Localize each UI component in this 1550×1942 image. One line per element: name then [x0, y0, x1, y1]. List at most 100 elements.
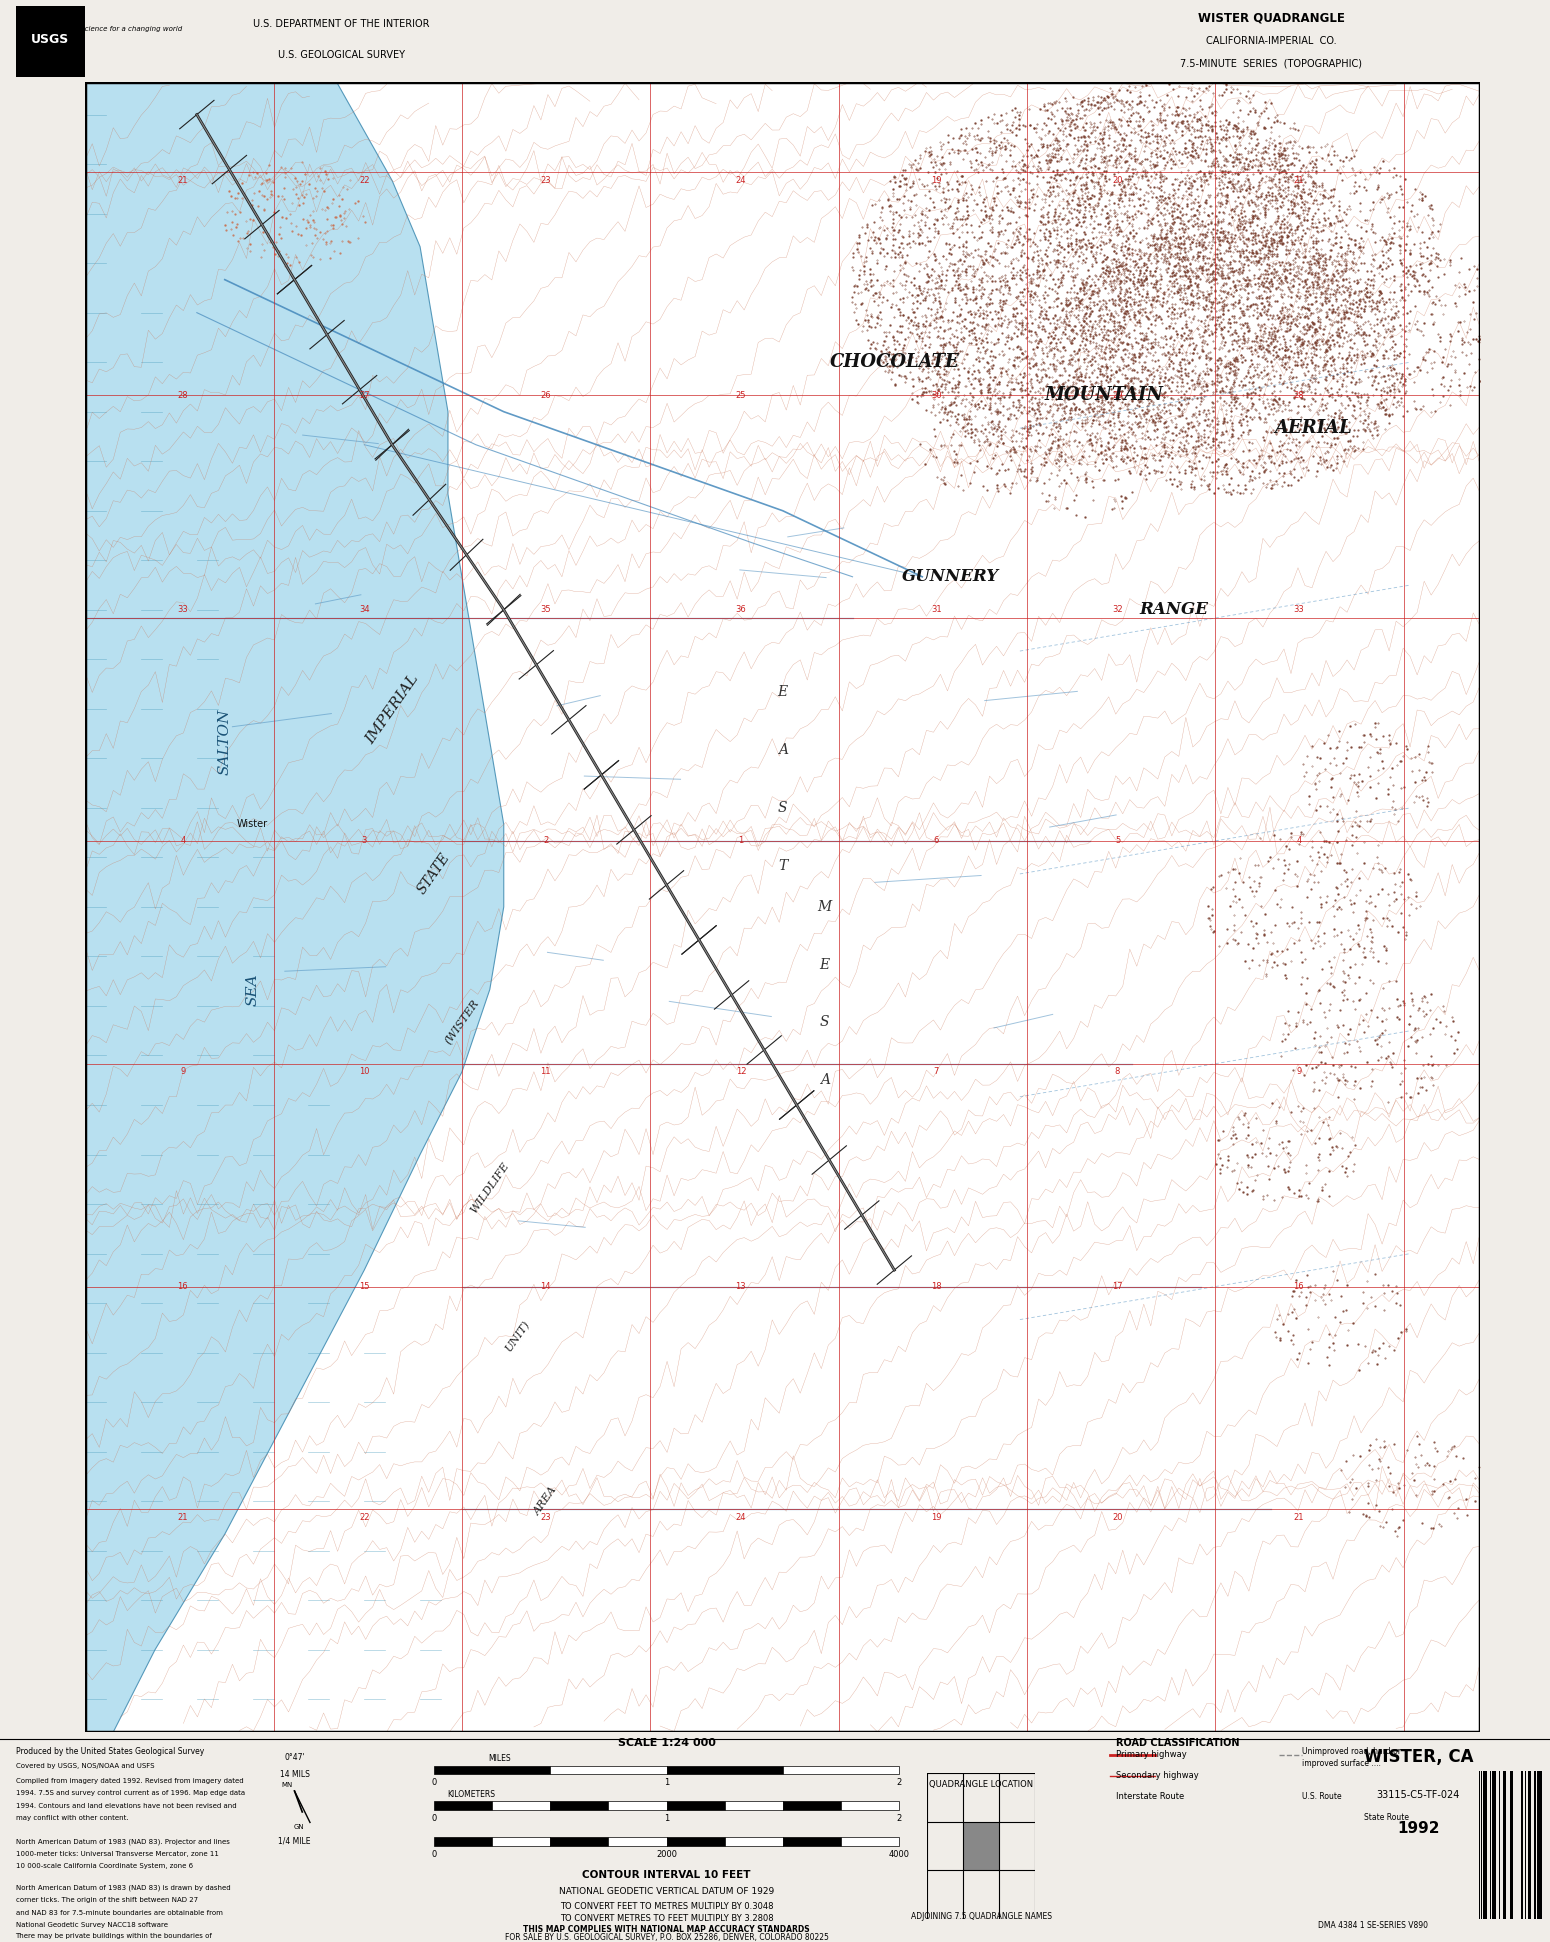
Text: 19: 19 — [932, 177, 941, 184]
Text: 1992: 1992 — [1397, 1822, 1440, 1837]
Text: 22: 22 — [360, 177, 369, 184]
Text: 2: 2 — [896, 1814, 902, 1824]
Text: 31: 31 — [932, 606, 941, 614]
Text: SCALE 1:24 000: SCALE 1:24 000 — [617, 1738, 716, 1748]
Text: Wister: Wister — [237, 820, 268, 829]
Text: ROAD CLASSIFICATION: ROAD CLASSIFICATION — [1116, 1738, 1240, 1748]
Text: TO CONVERT FEET TO METRES MULTIPLY BY 0.3048: TO CONVERT FEET TO METRES MULTIPLY BY 0.… — [560, 1901, 773, 1911]
Polygon shape — [85, 82, 504, 1732]
Bar — [1510, 1771, 1513, 1919]
Bar — [725, 1837, 783, 1845]
Text: 33: 33 — [178, 606, 188, 614]
Bar — [1491, 1771, 1494, 1919]
Bar — [1482, 1771, 1485, 1919]
Text: 2: 2 — [896, 1779, 902, 1787]
Bar — [1538, 1771, 1539, 1919]
Text: 17: 17 — [1113, 1282, 1122, 1291]
Text: 2000: 2000 — [656, 1849, 677, 1858]
Text: 28: 28 — [178, 390, 188, 400]
Text: 1: 1 — [663, 1814, 670, 1824]
Text: E: E — [778, 686, 787, 699]
Text: STATE: STATE — [415, 851, 453, 897]
Bar — [1531, 1771, 1533, 1919]
Text: 25: 25 — [736, 390, 746, 400]
Text: 7.5-MINUTE  SERIES  (TOPOGRAPHIC): 7.5-MINUTE SERIES (TOPOGRAPHIC) — [1180, 58, 1362, 68]
Text: (WISTER: (WISTER — [443, 998, 480, 1047]
Bar — [493, 1837, 550, 1845]
Text: Compiled from imagery dated 1992. Revised from imagery dated: Compiled from imagery dated 1992. Revise… — [16, 1777, 243, 1783]
Bar — [725, 1802, 783, 1810]
Text: 15: 15 — [360, 1282, 369, 1291]
Text: 20: 20 — [1113, 177, 1122, 184]
Bar — [1528, 1771, 1530, 1919]
Text: 13: 13 — [736, 1282, 746, 1291]
Text: CONTOUR INTERVAL 10 FEET: CONTOUR INTERVAL 10 FEET — [583, 1870, 750, 1880]
Text: MN: MN — [281, 1781, 293, 1789]
Text: 9: 9 — [180, 1068, 186, 1076]
Text: science for a changing world: science for a changing world — [81, 25, 183, 31]
Text: A: A — [778, 744, 787, 757]
Text: 24: 24 — [736, 1513, 746, 1523]
Text: State Route: State Route — [1364, 1814, 1409, 1822]
Text: 0: 0 — [431, 1814, 437, 1824]
Text: MILES: MILES — [488, 1754, 512, 1763]
Text: KILOMETERS: KILOMETERS — [446, 1791, 494, 1798]
Bar — [1496, 1771, 1499, 1919]
Text: S: S — [820, 1016, 829, 1029]
Text: 32: 32 — [1113, 606, 1122, 614]
Text: 1000-meter ticks: Universal Transverse Mercator, zone 11: 1000-meter ticks: Universal Transverse M… — [16, 1851, 219, 1857]
Bar — [783, 1837, 840, 1845]
Text: 10: 10 — [360, 1068, 369, 1076]
Text: 36: 36 — [736, 606, 746, 614]
Text: NATIONAL GEODETIC VERTICAL DATUM OF 1929: NATIONAL GEODETIC VERTICAL DATUM OF 1929 — [560, 1888, 773, 1895]
Text: 10 000-scale California Coordinate System, zone 6: 10 000-scale California Coordinate Syste… — [16, 1864, 192, 1870]
Text: 0: 0 — [431, 1849, 437, 1858]
Text: 28: 28 — [1294, 390, 1304, 400]
Bar — [608, 1802, 666, 1810]
Text: Interstate Route: Interstate Route — [1116, 1792, 1184, 1802]
Text: M: M — [817, 899, 832, 915]
Text: QUADRANGLE LOCATION: QUADRANGLE LOCATION — [928, 1781, 1034, 1789]
Text: 21: 21 — [178, 1513, 188, 1523]
Text: North American Datum of 1983 (NAD 83). Projector and lines: North American Datum of 1983 (NAD 83). P… — [16, 1837, 229, 1845]
Bar — [608, 1837, 666, 1845]
Text: 14: 14 — [541, 1282, 550, 1291]
Text: IMPERIAL: IMPERIAL — [363, 672, 422, 746]
Text: 0°47': 0°47' — [284, 1754, 305, 1761]
Text: 11: 11 — [541, 1068, 550, 1076]
Text: 21: 21 — [1294, 1513, 1304, 1523]
Bar — [1519, 1771, 1521, 1919]
Text: WILDLIFE: WILDLIFE — [468, 1159, 512, 1216]
Text: CALIFORNIA-IMPERIAL  CO.: CALIFORNIA-IMPERIAL CO. — [1206, 35, 1336, 47]
Text: S: S — [778, 800, 787, 816]
Text: corner ticks. The origin of the shift between NAD 27: corner ticks. The origin of the shift be… — [16, 1897, 198, 1903]
Text: Covered by USGS, NOS/NOAA and USFS: Covered by USGS, NOS/NOAA and USFS — [16, 1763, 153, 1769]
Text: 3: 3 — [361, 837, 367, 845]
Text: There may be private buildings within the boundaries of: There may be private buildings within th… — [16, 1932, 212, 1938]
Text: U.S. Route: U.S. Route — [1302, 1792, 1342, 1802]
Bar — [1516, 1771, 1519, 1919]
Text: 8: 8 — [1114, 1068, 1121, 1076]
Text: 23: 23 — [541, 177, 550, 184]
Text: GN: GN — [294, 1824, 304, 1829]
Bar — [16, 6, 85, 78]
Text: 2: 2 — [542, 837, 549, 845]
Text: 30: 30 — [932, 390, 941, 400]
Text: U.S. GEOLOGICAL SURVEY: U.S. GEOLOGICAL SURVEY — [277, 50, 405, 60]
Text: FOR SALE BY U.S. GEOLOGICAL SURVEY, P.O. BOX 25286, DENVER, COLORADO 80225: FOR SALE BY U.S. GEOLOGICAL SURVEY, P.O.… — [505, 1934, 828, 1942]
Text: 1: 1 — [663, 1779, 670, 1787]
Text: 9: 9 — [1296, 1068, 1302, 1076]
Text: AERIAL: AERIAL — [1274, 419, 1352, 437]
Text: 6: 6 — [933, 837, 939, 845]
Text: 27: 27 — [360, 390, 369, 400]
Bar — [1507, 1771, 1510, 1919]
Text: GUNNERY: GUNNERY — [902, 569, 998, 585]
Text: 16: 16 — [1294, 1282, 1304, 1291]
Text: 19: 19 — [932, 1513, 941, 1523]
Bar — [783, 1802, 840, 1810]
Text: 0: 0 — [431, 1779, 437, 1787]
Text: North American Datum of 1983 (NAD 83) is drawn by dashed: North American Datum of 1983 (NAD 83) is… — [16, 1884, 229, 1892]
Text: ADJOINING 7.5 QUADRANGLE NAMES: ADJOINING 7.5 QUADRANGLE NAMES — [911, 1913, 1051, 1921]
Bar — [434, 1837, 493, 1845]
Text: 18: 18 — [932, 1282, 941, 1291]
